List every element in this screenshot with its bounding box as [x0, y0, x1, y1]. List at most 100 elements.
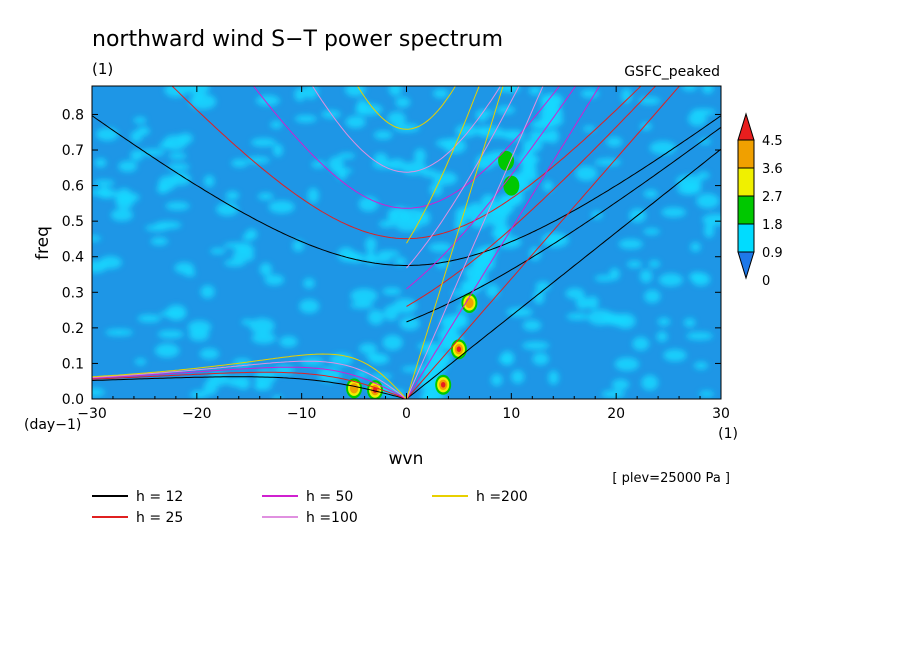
power-patch	[216, 202, 239, 216]
power-patch	[345, 115, 366, 129]
power-patch	[528, 86, 542, 96]
power-patch	[273, 365, 295, 376]
y-unit-label: (1)	[92, 60, 113, 78]
power-patch	[168, 152, 187, 160]
legend-label: h = 25	[136, 510, 183, 526]
power-patch	[661, 207, 687, 218]
power-patch	[98, 186, 111, 199]
y-tick-label: 0.7	[62, 143, 84, 159]
power-patch	[566, 312, 589, 321]
colorbar-label: 1.8	[762, 218, 783, 233]
colorbar-bottom-arrow	[737, 251, 755, 280]
y-tick-label: 0.8	[62, 107, 84, 123]
x-tick-label: −10	[287, 406, 317, 422]
power-patch	[414, 148, 426, 164]
dataset-label: GSFC_peaked	[624, 64, 720, 80]
power-patch	[167, 163, 190, 171]
power-patch	[394, 257, 407, 266]
colorbar-swatch	[737, 167, 755, 197]
power-patch	[199, 348, 220, 360]
power-patch	[469, 213, 489, 229]
dispersion-curve-ig	[171, 86, 642, 240]
chart-title: northward wind S−T power spectrum	[92, 27, 503, 52]
power-patch	[565, 288, 585, 300]
power-patch	[130, 130, 143, 143]
y-tick-label: 0.2	[62, 321, 84, 337]
power-patch	[649, 140, 677, 155]
colorbar-label: 2.7	[762, 190, 783, 205]
power-patch	[118, 160, 138, 173]
power-patch	[473, 255, 495, 272]
dispersion-curve-mrg	[406, 86, 480, 244]
power-patch	[582, 125, 596, 132]
power-patch	[548, 370, 559, 385]
power-patch	[166, 304, 187, 321]
legend-label: h =100	[306, 510, 358, 526]
power-patch	[294, 114, 318, 123]
power-patch	[575, 165, 598, 181]
power-patch	[657, 317, 671, 326]
power-patch	[388, 86, 402, 97]
power-patch	[392, 298, 418, 314]
dispersion-curve-er	[92, 353, 407, 399]
power-patch	[533, 289, 545, 305]
power-patch	[609, 267, 620, 281]
power-patch	[432, 88, 449, 99]
dispersion-curve-mrg	[406, 86, 577, 290]
power-patch	[485, 284, 500, 298]
power-patch	[200, 285, 215, 299]
curve-legend: h = 12 h = 25 h = 50 h =100 h =200	[92, 489, 528, 526]
power-patch	[618, 238, 643, 250]
power-patch	[632, 336, 650, 351]
power-patch	[225, 190, 240, 201]
power-patch	[105, 328, 134, 337]
power-patch	[210, 248, 226, 255]
power-patch	[133, 117, 147, 124]
power-patch	[164, 86, 188, 98]
colorbar-top-arrow	[737, 112, 755, 141]
power-patch	[231, 158, 248, 168]
colorbar-label: 4.5	[762, 134, 783, 149]
power-patch	[594, 275, 615, 282]
power-patch	[367, 309, 384, 325]
power-patch	[496, 105, 516, 115]
dispersion-curves	[92, 86, 721, 399]
power-patch	[490, 373, 503, 387]
power-patch	[697, 171, 710, 180]
power-patch	[698, 138, 712, 145]
colorbar-label: 0	[762, 274, 770, 289]
y-tick-label: 0.0	[62, 392, 84, 408]
power-patch	[338, 152, 356, 160]
power-patch	[150, 237, 169, 246]
power-patch	[643, 228, 660, 236]
dispersion-curve-ig	[311, 86, 502, 173]
power-patch	[303, 278, 315, 289]
power-patch	[242, 233, 254, 241]
power-patch	[294, 87, 306, 102]
power-patch	[691, 272, 711, 286]
power-patch	[93, 179, 115, 187]
power-patch	[382, 334, 403, 351]
colorbar: 4.5 3.6 2.7 1.8 0.9 0	[737, 112, 783, 289]
dispersion-curve-ig	[252, 86, 561, 209]
power-patch	[383, 305, 399, 321]
power-patch	[190, 390, 209, 399]
power-patch	[401, 161, 428, 175]
power-patch	[365, 251, 376, 265]
power-patch	[165, 201, 190, 211]
power-patch	[208, 372, 229, 387]
x-tick-label: 20	[607, 406, 625, 422]
power-patch	[656, 331, 668, 342]
power-patch	[683, 318, 696, 328]
power-patch	[703, 223, 715, 238]
power-patch	[145, 224, 169, 232]
power-patch	[432, 171, 458, 186]
power-patch	[249, 318, 275, 334]
dispersion-curve-kelvin	[406, 86, 504, 399]
power-patch	[365, 237, 377, 252]
power-patch	[521, 155, 536, 171]
power-patch	[163, 134, 188, 151]
power-patch	[475, 112, 488, 122]
power-peak	[503, 175, 520, 196]
power-patch	[94, 158, 107, 168]
